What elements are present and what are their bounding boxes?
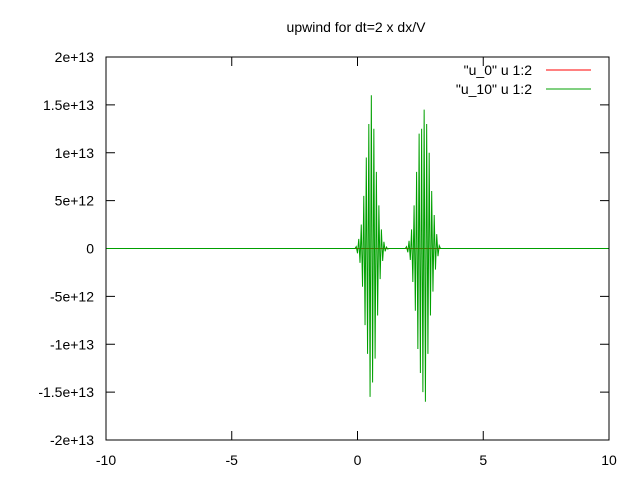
y-tick-label: -1e+13 [50, 336, 94, 352]
axes: -10 -5 0 5 10 2e+13 1.5e+13 1e+13 5e+12 0 -5e+12 -1… [38, 49, 617, 468]
y-tick-label: 5e+12 [55, 193, 95, 209]
series-line-1 [106, 95, 609, 402]
series-layer [106, 95, 609, 402]
y-tick-label: 1.5e+13 [43, 97, 94, 113]
y-tick-label: -2e+13 [50, 432, 94, 448]
x-tick-label: -10 [96, 452, 116, 468]
y-tick-label: 1e+13 [55, 145, 95, 161]
x-tick-label: 0 [354, 452, 362, 468]
y-tick-label: 2e+13 [55, 49, 95, 65]
x-tick-label: 5 [479, 452, 487, 468]
y-tick-label: 0 [86, 241, 94, 257]
chart-title: upwind for dt=2 x dx/V [287, 19, 427, 35]
legend-label-0: "u_0" u 1:2 [464, 62, 533, 78]
legend: "u_0" u 1:2 "u_10" u 1:2 [456, 62, 591, 97]
y-tick-label: -5e+12 [50, 288, 94, 304]
x-tick-label: 10 [601, 452, 617, 468]
y-tick-label: -1.5e+13 [38, 384, 94, 400]
legend-label-1: "u_10" u 1:2 [456, 81, 532, 97]
x-tick-label: -5 [226, 452, 239, 468]
plot-frame [105, 56, 610, 441]
